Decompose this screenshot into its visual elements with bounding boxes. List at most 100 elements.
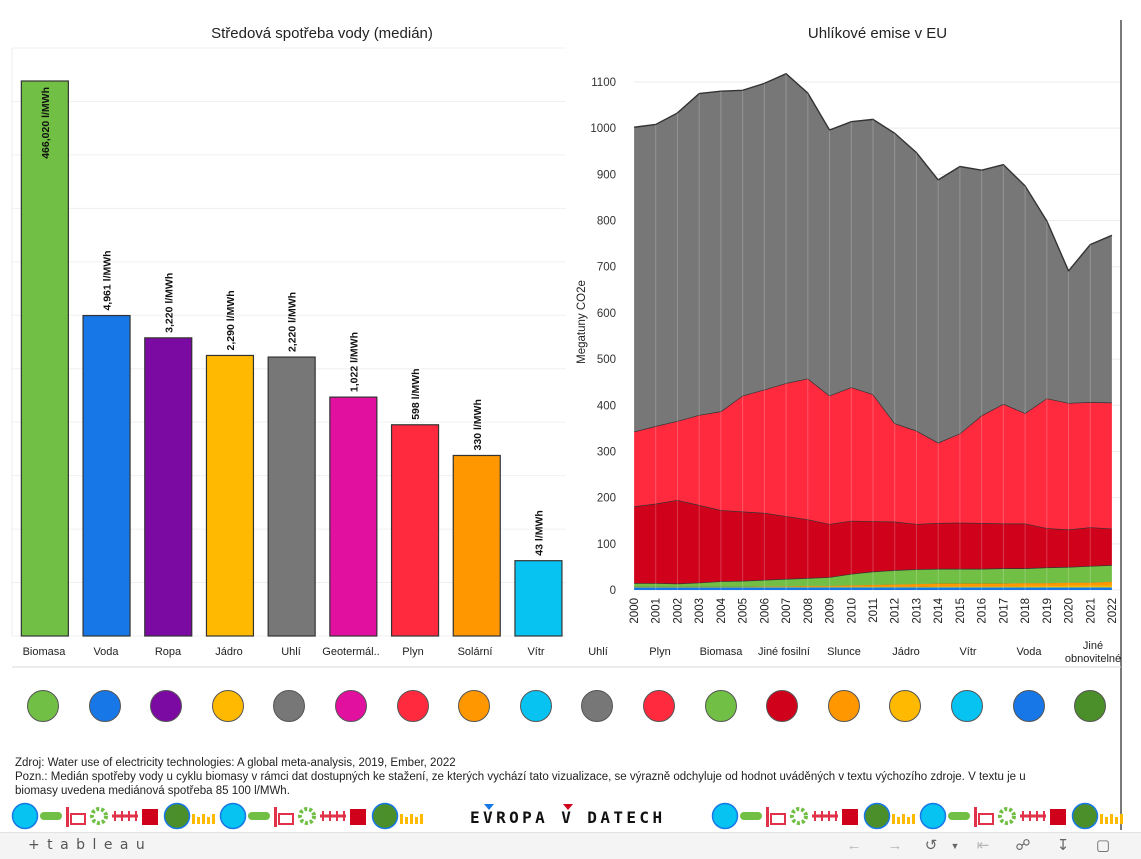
evropa-v-datech-logo: EVROPA V DATECH (470, 808, 666, 827)
legend-dot[interactable] (705, 690, 737, 722)
banner-globe-icon (1073, 804, 1098, 829)
legend-dot[interactable] (828, 690, 860, 722)
x-tick-label: 2006 (759, 598, 771, 624)
banner-pump-icon (979, 814, 993, 824)
banner-pump-icon (279, 814, 293, 824)
y-tick-label: 0 (610, 585, 616, 597)
bar-jdro[interactable] (206, 355, 253, 636)
undo-icon[interactable]: ← (843, 836, 865, 856)
category-label: Jádro (198, 646, 260, 659)
legend-dot[interactable] (27, 690, 59, 722)
bar-uhl[interactable] (268, 357, 315, 636)
x-tick-label: 2010 (846, 598, 858, 624)
x-tick-label: 2019 (1042, 598, 1054, 624)
redo-icon[interactable]: → (884, 836, 906, 856)
x-tick-label: 2002 (672, 598, 684, 624)
x-tick-label: 2001 (651, 598, 663, 624)
bar-solrn[interactable] (453, 455, 500, 636)
banner-barchart-icon (405, 817, 408, 824)
legend-dot[interactable] (150, 690, 182, 722)
banner-barchart-icon (192, 814, 195, 824)
banner-gear-icon (300, 809, 314, 823)
y-tick-label: 400 (597, 400, 616, 412)
legend-dot[interactable] (766, 690, 798, 722)
download-icon[interactable]: ↧ (1052, 836, 1074, 856)
banner-globe-icon (713, 804, 738, 829)
x-tick-label: 2017 (998, 598, 1010, 624)
bar-value-label: 466,020 l/MWh (40, 87, 52, 159)
banner-barchart-icon (207, 817, 210, 824)
banner-car-icon (948, 812, 970, 820)
legend-dot[interactable] (212, 690, 244, 722)
banner-car-icon (248, 812, 270, 820)
category-label: Vítr (505, 646, 567, 659)
legend-dot[interactable] (1074, 690, 1106, 722)
y-tick-label: 300 (597, 446, 616, 458)
banner-barchart-icon (902, 814, 905, 824)
legend-dot[interactable] (581, 690, 613, 722)
category-label: Uhlí (260, 646, 322, 659)
category-label: Vítr (936, 646, 1000, 659)
banner-car-icon (40, 812, 62, 820)
tableau-logo[interactable]: + t a b l e a u (28, 837, 146, 853)
category-label: Plyn (382, 646, 444, 659)
banner-barchart-icon (912, 814, 915, 824)
legend-dot[interactable] (951, 690, 983, 722)
banner-barchart-icon (202, 814, 205, 824)
legend-dot[interactable] (335, 690, 367, 722)
x-tick-label: 2009 (825, 598, 837, 624)
banner-building-icon (142, 809, 158, 825)
banner-barchart-icon (420, 814, 423, 824)
legend-dot[interactable] (889, 690, 921, 722)
y-axis-label: Megatuny CO2e (576, 280, 588, 364)
revert-dropdown-icon[interactable]: ▼ (944, 836, 966, 856)
banner-barchart-icon (1105, 817, 1108, 824)
bar-vtr[interactable] (515, 561, 562, 636)
x-tick-label: 2012 (890, 598, 902, 624)
banner-building-icon (842, 809, 858, 825)
legend-dot[interactable] (458, 690, 490, 722)
legend-dot[interactable] (643, 690, 675, 722)
legend-dot-row (0, 688, 1141, 728)
banner-pump-icon (274, 807, 277, 827)
x-tick-label: 2013 (911, 598, 923, 624)
category-label: Slunce (812, 646, 876, 659)
legend-dot[interactable] (273, 690, 305, 722)
legend-dot[interactable] (397, 690, 429, 722)
share-icon[interactable]: ☍ (1012, 836, 1034, 856)
fullscreen-icon[interactable]: ▢ (1092, 836, 1114, 856)
x-tick-label: 2004 (716, 597, 728, 623)
bar-ropa[interactable] (145, 338, 192, 636)
reset-icon[interactable]: ⇤ (972, 836, 994, 856)
banner-globe-icon (865, 804, 890, 829)
legend-dot[interactable] (520, 690, 552, 722)
left-category-axis: Biomasa Voda Ropa Jádro Uhlí Geotermál..… (0, 640, 570, 670)
banner-globe-icon (13, 804, 38, 829)
bar-voda[interactable] (83, 316, 130, 636)
x-tick-label: 2016 (977, 598, 989, 624)
y-tick-label: 1000 (590, 123, 616, 135)
y-tick-label: 700 (597, 262, 616, 274)
x-tick-label: 2007 (781, 598, 793, 624)
banner-barchart-icon (415, 817, 418, 824)
category-label: Solární (444, 646, 506, 659)
banner-globe-icon (221, 804, 246, 829)
tableau-toolbar: + t a b l e a u ← → ↺ ▼ ⇤ ☍ ↧ ▢ (0, 832, 1141, 859)
legend-dot[interactable] (89, 690, 121, 722)
banner-barchart-icon (400, 814, 403, 824)
legend-dot[interactable] (1013, 690, 1045, 722)
source-note: Zdroj: Water use of electricity technolo… (15, 756, 456, 770)
bar-geoterml[interactable] (330, 397, 377, 636)
revert-icon[interactable]: ↺ (920, 836, 942, 856)
banner-pump-icon (974, 807, 977, 827)
bar-biomasa[interactable] (21, 81, 68, 636)
category-label: Voda (75, 646, 137, 659)
bar-plyn[interactable] (392, 425, 439, 636)
category-label: Geotermál.. (320, 646, 382, 659)
banner-barchart-icon (892, 814, 895, 824)
banner-globe-icon (373, 804, 398, 829)
y-tick-label: 900 (597, 169, 616, 181)
banner-globe-icon (165, 804, 190, 829)
y-tick-label: 200 (597, 493, 616, 505)
